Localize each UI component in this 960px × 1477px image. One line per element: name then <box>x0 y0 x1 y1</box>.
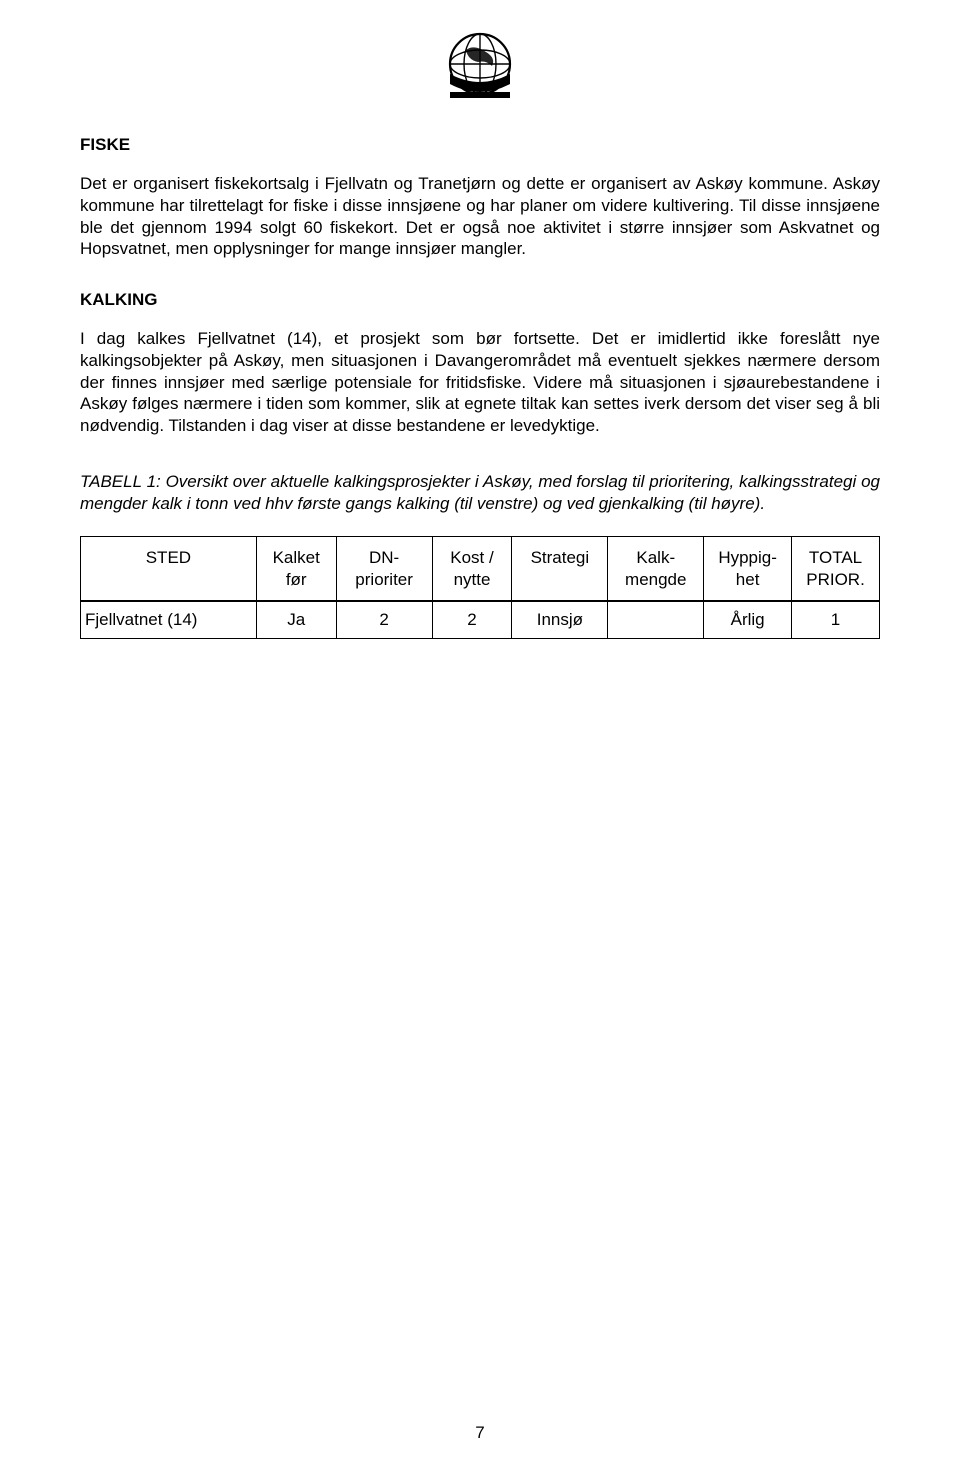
table-cell <box>608 601 704 639</box>
paragraph-fiske: Det er organisert fiskekortsalg i Fjellv… <box>80 173 880 260</box>
table-cell: 2 <box>336 601 432 639</box>
table-cell: Fjellvatnet (14) <box>81 601 257 639</box>
table-cell: Innsjø <box>512 601 608 639</box>
kalking-table: STEDKalketførDN-prioriterKost /nytteStra… <box>80 536 880 639</box>
table-cell: Ja <box>256 601 336 639</box>
table-body: Fjellvatnet (14)Ja22InnsjøÅrlig1 <box>81 601 880 639</box>
table-header-cell: Kost /nytte <box>432 537 512 601</box>
table-header-cell: Kalketfør <box>256 537 336 601</box>
document-page: FISKE Det er organisert fiskekortsalg i … <box>0 0 960 1477</box>
header-logo-container <box>80 30 880 107</box>
table-header-cell: Kalk-mengde <box>608 537 704 601</box>
table-header-cell: STED <box>81 537 257 601</box>
table-header-cell: DN-prioriter <box>336 537 432 601</box>
table-row: Fjellvatnet (14)Ja22InnsjøÅrlig1 <box>81 601 880 639</box>
globe-grid-icon <box>446 30 514 102</box>
page-number: 7 <box>0 1423 960 1443</box>
table-cell: 2 <box>432 601 512 639</box>
table-header-cell: Strategi <box>512 537 608 601</box>
table-caption: TABELL 1: Oversikt over aktuelle kalking… <box>80 471 880 515</box>
table-header-cell: Hyppig-het <box>704 537 792 601</box>
heading-kalking: KALKING <box>80 290 880 310</box>
heading-fiske: FISKE <box>80 135 880 155</box>
table-cell: 1 <box>792 601 880 639</box>
table-cell: Årlig <box>704 601 792 639</box>
paragraph-kalking: I dag kalkes Fjellvatnet (14), et prosje… <box>80 328 880 437</box>
table-header-cell: TOTALPRIOR. <box>792 537 880 601</box>
table-header-row: STEDKalketførDN-prioriterKost /nytteStra… <box>81 537 880 601</box>
